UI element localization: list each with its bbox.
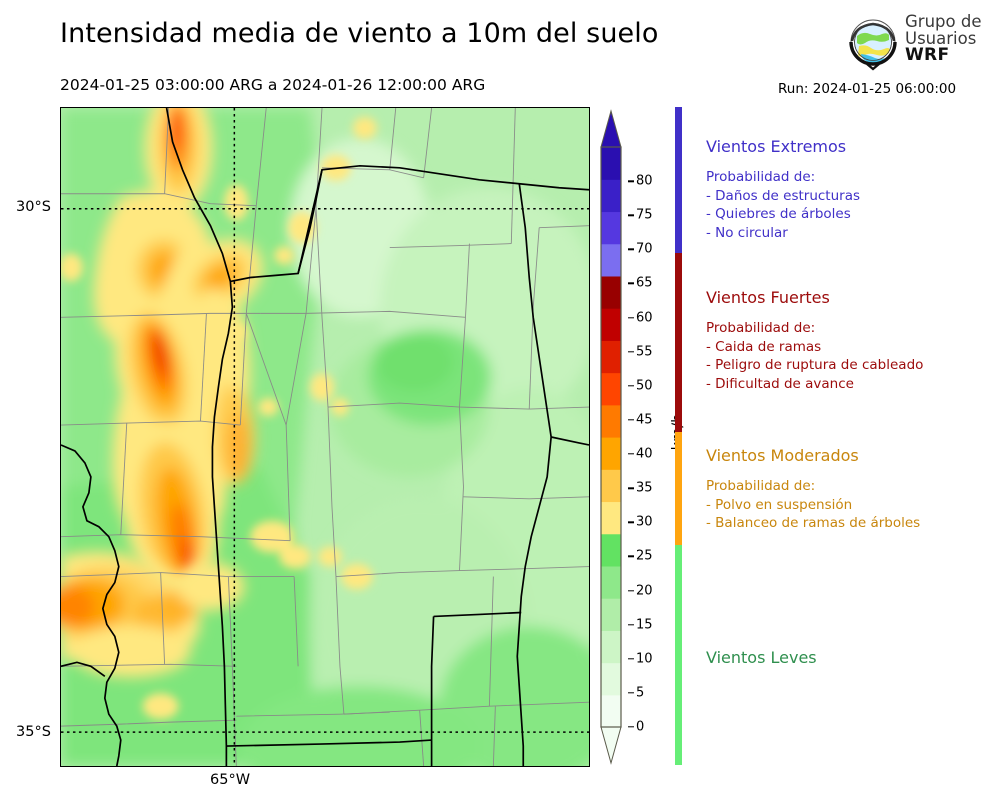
colorbar-tick-label: 55: [636, 344, 653, 360]
national-borders: [61, 108, 589, 766]
wrf-logo: Grupo de Usuarios WRF: [845, 13, 995, 76]
colorbar-tick-mark: [628, 555, 634, 558]
colorbar-gradient: [600, 109, 622, 765]
colorbar-tick-label: 20: [636, 583, 653, 599]
colorbar-tick-mark: [628, 180, 634, 182]
category-item: - Daños de estructuras: [706, 187, 861, 204]
colorbar-tick-mark: [628, 589, 634, 592]
logo-line-3: WRF: [905, 44, 950, 65]
run-info-label: Run: 2024-01-25 06:00:00: [778, 81, 957, 97]
category-item: - Balanceo de ramas de árboles: [706, 515, 921, 532]
category-bar-segment: [675, 107, 682, 253]
category-intro: Probabilidad de:: [706, 478, 816, 494]
category-item: - No circular: [706, 224, 788, 241]
colorbar-tick-mark: [628, 248, 634, 251]
category-bar-segment: [675, 545, 682, 765]
colorbar-tick-label: 65: [636, 275, 653, 291]
category-item: - Quiebres de árboles: [706, 206, 851, 223]
map-canvas: [61, 108, 589, 766]
logo-line-2: Usuarios: [905, 28, 977, 48]
category-block: Vientos Fuertes Probabilidad de: - Caida d…: [706, 288, 923, 394]
category-title: Vientos Moderados: [706, 446, 859, 465]
category-item: - Dificultad de avance: [706, 375, 854, 392]
graticule: [61, 108, 589, 766]
colorbar-tick-label: 40: [636, 446, 653, 462]
colorbar-tick-mark: [628, 623, 634, 626]
page-title: Intensidad media de viento a 10m del sue…: [60, 18, 659, 49]
category-item: - Peligro de ruptura de cableado: [706, 357, 924, 374]
category-block: Vientos Extremos Probabilidad de: - Daños …: [706, 137, 860, 243]
category-intro: Probabilidad de:: [706, 320, 816, 336]
colorbar-tick-mark: [628, 726, 634, 728]
colorbar: [598, 107, 624, 767]
colorbar-tick-label: 35: [636, 480, 653, 496]
colorbar-tick-mark: [628, 385, 634, 387]
category-color-bar: [675, 107, 682, 765]
province-borders: [61, 108, 589, 766]
colorbar-tick-mark: [628, 282, 634, 285]
colorbar-ticks: 0 5 10 15 20 25 30 35 40 45 50 55 60 65 70 75 80: [628, 107, 662, 767]
colorbar-tick-mark: [628, 351, 634, 353]
category-item: - Caida de ramas: [706, 338, 822, 355]
category-title: Vientos Fuertes: [706, 288, 830, 307]
colorbar-tick-label: 15: [636, 617, 653, 633]
colorbar-tick-mark: [628, 214, 634, 216]
colorbar-tick-label: 0: [636, 719, 645, 735]
category-bar-segment: [675, 432, 682, 545]
date-range-label: 2024-01-25 03:00:00 ARG a 2024-01-26 12:…: [60, 76, 486, 94]
globe-emblem-icon: [849, 19, 897, 71]
colorbar-tick-mark: [628, 521, 634, 523]
colorbar-tick-label: 30: [636, 514, 653, 530]
category-title: Vientos Extremos: [706, 137, 847, 156]
colorbar-tick-mark: [628, 658, 634, 660]
category-intro: Probabilidad de:: [706, 169, 816, 185]
colorbar-tick-mark: [628, 419, 634, 421]
colorbar-tick-mark: [628, 692, 634, 694]
colorbar-tick-label: 70: [636, 241, 653, 257]
colorbar-tick-mark: [628, 487, 634, 489]
category-bar-segment: [675, 253, 682, 432]
category-block: Vientos Leves: [706, 648, 817, 679]
lon-label-65w: 65°W: [210, 772, 251, 788]
logo-line-1: Grupo de: [905, 12, 982, 31]
category-item: - Polvo en suspensión: [706, 496, 853, 513]
colorbar-tick-mark: [628, 316, 634, 319]
colorbar-tick-label: 60: [636, 310, 653, 326]
lat-label-35s: 35°S: [16, 724, 51, 740]
colorbar-tick-label: 25: [636, 548, 653, 564]
category-block: Vientos Moderados Probabilidad de: - Polvo…: [706, 446, 920, 533]
lat-label-30s: 30°S: [16, 199, 51, 215]
colorbar-tick-label: 80: [636, 173, 653, 189]
colorbar-tick-label: 75: [636, 207, 653, 223]
colorbar-tick-label: 45: [636, 412, 653, 428]
colorbar-tick-mark: [628, 453, 634, 455]
colorbar-tick-label: 50: [636, 378, 653, 394]
logo-wordmark: Grupo de Usuarios WRF: [905, 13, 981, 64]
colorbar-tick-label: 5: [636, 685, 645, 701]
colorbar-tick-label: 10: [636, 651, 653, 667]
category-title: Vientos Leves: [706, 648, 817, 667]
wind-speed-map[interactable]: [60, 107, 590, 767]
